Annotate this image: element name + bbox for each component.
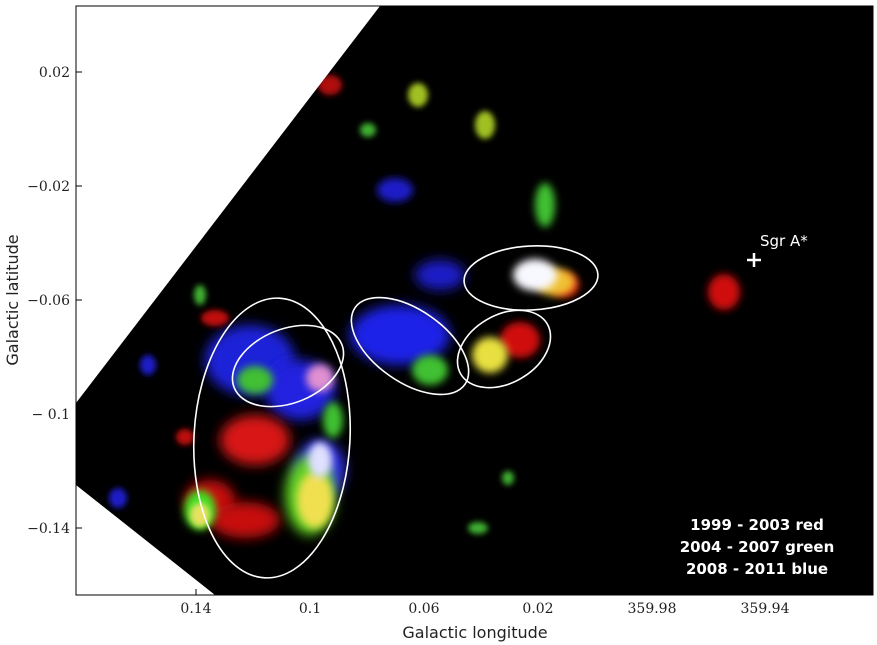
- legend-entry-blue: 2008 - 2011 blue: [686, 560, 828, 578]
- red-emission-blob: [176, 429, 194, 445]
- green-emission-blob: [408, 83, 428, 107]
- y-tick-label: 0.02: [39, 65, 70, 81]
- unobserved-region-top-left: [76, 6, 380, 403]
- y-tick-label: − 0.1: [32, 407, 70, 423]
- y-axis-label: Galactic latitude: [3, 234, 22, 365]
- green-emission-blob: [194, 285, 206, 305]
- x-tick-label: 0.06: [408, 601, 439, 617]
- x-ray-emission: [109, 75, 740, 538]
- yellow-emission-blob: [190, 503, 210, 527]
- region-outlines: [192, 245, 599, 579]
- green-emission-blob: [323, 402, 343, 438]
- red-emission-blob: [210, 502, 280, 538]
- y-tick-label: −0.06: [27, 293, 70, 309]
- x-tick-label: 359.94: [741, 601, 790, 617]
- region-ellipse: [463, 245, 599, 311]
- green-emission-blob: [475, 111, 495, 139]
- x-tick-label: 0.02: [522, 601, 553, 617]
- red-emission-blob: [708, 274, 740, 310]
- y-tick-label: −0.02: [27, 179, 70, 195]
- red-emission-blob: [318, 75, 342, 95]
- epoch-legend: 1999 - 2003 red 2004 - 2007 green 2008 -…: [680, 516, 835, 578]
- green-emission-blob: [360, 123, 376, 137]
- red-emission-blob: [201, 310, 229, 326]
- pink-emission-blob: [306, 364, 334, 392]
- green-emission-blob: [502, 471, 514, 485]
- blue-emission-blob: [109, 488, 127, 508]
- blue-emission-blob: [140, 355, 156, 375]
- region-ellipse: [231, 324, 345, 408]
- unobserved-region-bottom-left: [76, 485, 215, 595]
- x-tick-label: 0.1: [299, 601, 321, 617]
- blue-emission-blob: [415, 260, 465, 290]
- x-tick-label: 359.98: [628, 601, 677, 617]
- image-panel: Sgr A* 1999 - 2003 red 2004 - 2007 green…: [76, 6, 873, 595]
- region-ellipse: [350, 296, 470, 396]
- y-axis: 0.02 −0.02 −0.06 − 0.1 −0.14 Galactic la…: [3, 65, 82, 537]
- blue-emission-blob: [350, 305, 450, 365]
- green-emission-blob: [412, 355, 448, 385]
- legend-entry-green: 2004 - 2007 green: [680, 538, 835, 556]
- green-emission-blob: [535, 183, 555, 227]
- white-emission-blob: [308, 442, 332, 478]
- green-emission-blob: [468, 522, 488, 534]
- sgr-a-label: Sgr A*: [760, 232, 808, 250]
- red-emission-blob: [220, 415, 290, 465]
- blue-emission-blob: [377, 178, 413, 202]
- y-tick-label: −0.14: [27, 521, 70, 537]
- green-emission-blob: [237, 366, 273, 394]
- white-emission-blob: [513, 259, 557, 291]
- red-emission-blob: [500, 322, 540, 358]
- region-ellipse: [456, 309, 552, 389]
- sgr-a-marker: Sgr A*: [747, 232, 808, 267]
- yellow-emission-blob: [297, 472, 333, 528]
- yellow-emission-blob: [472, 337, 508, 373]
- x-axis: 0.14 0.1 0.06 0.02 359.98 359.94 Galacti…: [180, 589, 790, 642]
- x-tick-label: 0.14: [180, 601, 211, 617]
- legend-entry-red: 1999 - 2003 red: [690, 516, 824, 534]
- x-axis-label: Galactic longitude: [402, 623, 547, 642]
- region-ellipse: [192, 297, 352, 579]
